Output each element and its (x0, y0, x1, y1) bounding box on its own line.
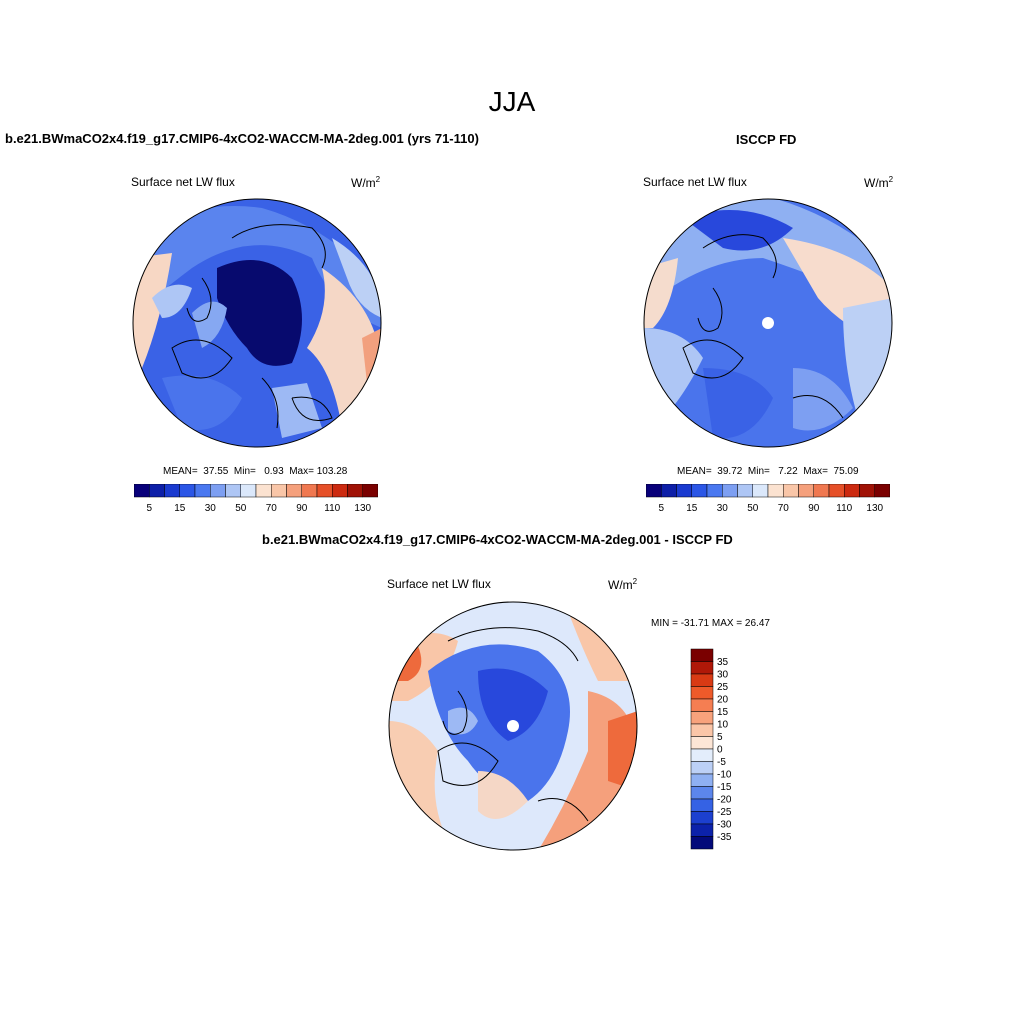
colorbar-tick-label: 30 (205, 503, 217, 514)
model-colorbar: 5 15 30 50 70 90 110 130 (134, 484, 378, 514)
colorbar-swatch (752, 484, 769, 498)
model-polar-map (132, 198, 382, 448)
colorbar-tick-label: 35 (717, 657, 729, 668)
obs-colorbar: 5 15 30 50 70 90 110 130 (646, 484, 890, 514)
colorbar-swatch (255, 484, 272, 498)
colorbar-tick-label: 15 (174, 503, 186, 514)
colorbar-swatch (690, 648, 714, 662)
colorbar-tick-label: 25 (717, 682, 729, 693)
model-units-label: W/m2 (351, 175, 381, 190)
colorbar-swatch (646, 484, 662, 498)
colorbar-swatch (690, 823, 714, 837)
obs-polar-map (643, 198, 893, 448)
colorbar-swatch (722, 484, 738, 498)
diff-variable-label: Surface net LW flux (387, 577, 491, 591)
colorbar-swatch (690, 723, 714, 737)
diff-stats: MIN = -31.71 MAX = 26.47 (651, 618, 770, 629)
colorbar-swatch (676, 484, 692, 498)
colorbar-swatch (690, 773, 714, 787)
model-stats: MEAN= 37.55 Min= 0.93 Max= 103.28 (163, 466, 348, 477)
colorbar-tick-label: 15 (686, 503, 698, 514)
colorbar-swatch (859, 484, 875, 498)
diff-units-label: W/m2 (608, 577, 638, 592)
diff-panel-heading: b.e21.BWmaCO2x4.f19_g17.CMIP6-4xCO2-WACC… (262, 532, 733, 547)
colorbar-tick-label: 0 (717, 745, 723, 756)
colorbar-swatch (690, 811, 714, 825)
colorbar-swatch (149, 484, 165, 498)
obs-units-label: W/m2 (864, 175, 894, 190)
colorbar-swatch (690, 748, 714, 762)
colorbar-tick-label: -30 (717, 820, 732, 831)
colorbar-tick-label: -15 (717, 782, 732, 793)
colorbar-tick-label: -10 (717, 770, 732, 781)
colorbar-tick-label: 10 (717, 720, 729, 731)
colorbar-swatch (347, 484, 363, 498)
colorbar-tick-label: 15 (717, 707, 729, 718)
colorbar-tick-label: 50 (747, 503, 759, 514)
colorbar-swatch (690, 786, 714, 800)
colorbar-swatch (874, 484, 890, 498)
colorbar-tick-label: 5 (717, 732, 723, 743)
model-variable-label: Surface net LW flux (131, 175, 235, 189)
colorbar-swatch (194, 484, 211, 498)
colorbar-tick-label: 5 (658, 503, 664, 514)
colorbar-tick-label: 90 (808, 503, 820, 514)
colorbar-swatch (767, 484, 784, 498)
colorbar-swatch (690, 761, 714, 775)
colorbar-tick-label: 70 (266, 503, 278, 514)
model-panel-heading: b.e21.BWmaCO2x4.f19_g17.CMIP6-4xCO2-WACC… (5, 131, 479, 146)
colorbar-tick-label: 130 (354, 503, 371, 514)
colorbar-swatch (706, 484, 723, 498)
figure-title: JJA (488, 86, 536, 117)
colorbar-swatch (691, 484, 708, 498)
colorbar-swatch (286, 484, 302, 498)
colorbar-tick-label: -5 (717, 757, 726, 768)
colorbar-tick-label: 5 (146, 503, 152, 514)
colorbar-swatch (690, 661, 714, 675)
colorbar-tick-label: -25 (717, 807, 732, 818)
colorbar-swatch (301, 484, 318, 498)
colorbar-swatch (813, 484, 830, 498)
diff-polar-map (388, 601, 638, 851)
colorbar-tick-label: 90 (296, 503, 308, 514)
colorbar-swatch (332, 484, 348, 498)
colorbar-swatch (844, 484, 860, 498)
colorbar-swatch (240, 484, 257, 498)
colorbar-tick-label: 70 (778, 503, 790, 514)
colorbar-swatch (690, 711, 714, 725)
colorbar-swatch (690, 686, 714, 700)
colorbar-tick-label: 50 (235, 503, 247, 514)
colorbar-tick-label: -20 (717, 795, 732, 806)
colorbar-swatch (690, 836, 714, 850)
colorbar-tick-label: 110 (836, 503, 852, 514)
colorbar-swatch (661, 484, 677, 498)
colorbar-tick-label: 20 (717, 695, 729, 706)
colorbar-swatch (210, 484, 226, 498)
obs-variable-label: Surface net LW flux (643, 175, 747, 189)
colorbar-swatch (164, 484, 180, 498)
colorbar-swatch (134, 484, 150, 498)
colorbar-tick-label: 110 (324, 503, 340, 514)
colorbar-swatch (798, 484, 814, 498)
colorbar-swatch (690, 798, 714, 812)
colorbar-swatch (783, 484, 799, 498)
colorbar-tick-label: -35 (717, 832, 732, 843)
colorbar-tick-label: 130 (866, 503, 883, 514)
colorbar-swatch (271, 484, 287, 498)
colorbar-swatch (737, 484, 753, 498)
colorbar-swatch (225, 484, 241, 498)
colorbar-swatch (316, 484, 333, 498)
obs-stats: MEAN= 39.72 Min= 7.22 Max= 75.09 (677, 466, 859, 477)
colorbar-swatch (179, 484, 196, 498)
colorbar-swatch (690, 736, 714, 750)
colorbar-swatch (362, 484, 378, 498)
obs-panel-heading: ISCCP FD (736, 132, 797, 147)
colorbar-swatch (690, 698, 714, 712)
colorbar-swatch (690, 673, 714, 687)
colorbar-swatch (828, 484, 845, 498)
colorbar-tick-label: 30 (717, 670, 729, 681)
colorbar-tick-label: 30 (717, 503, 729, 514)
